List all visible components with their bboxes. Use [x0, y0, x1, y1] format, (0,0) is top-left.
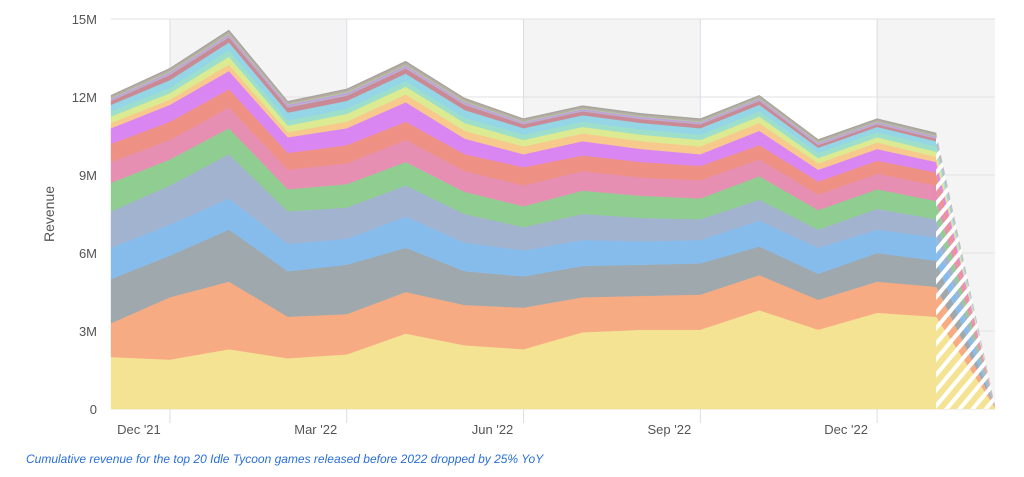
y-tick-label: 9M: [79, 168, 97, 183]
x-tick-label: Jun '22: [472, 422, 514, 437]
x-tick-label: Dec '22: [824, 422, 868, 437]
y-tick-label: 0: [90, 402, 97, 417]
projected-area-series-4: [936, 237, 995, 407]
projected-area-series-1: [936, 316, 995, 409]
chart-caption[interactable]: Cumulative revenue for the top 20 Idle T…: [26, 452, 544, 466]
projected-area-series-3: [936, 260, 995, 408]
y-tick-label: 12M: [72, 90, 97, 105]
projected-area-series-2: [936, 286, 995, 408]
area-series: [110, 29, 995, 410]
x-tick-label: Mar '22: [294, 422, 337, 437]
x-axis: Dec '21 Mar '22 Jun '22 Sep '22 Dec '22: [117, 422, 868, 437]
y-axis: 0 3M 6M 9M 12M 15M: [72, 12, 97, 417]
stacked-area-chart: 0 3M 6M 9M 12M 15M Dec '21 Mar '22 Jun '22 Sep '…: [41, 12, 995, 437]
projected-area-series-16: [936, 136, 995, 406]
projected-area-series-7: [936, 185, 995, 407]
x-tick-label: Dec '21: [117, 422, 161, 437]
projected-area-series-6: [936, 201, 995, 407]
projected-area-series-20: [936, 132, 995, 406]
projected-area-series-17: [936, 135, 995, 406]
x-tick-label: Sep '22: [647, 422, 691, 437]
projected-area-series-10: [936, 156, 995, 406]
projected-area-series-13: [936, 141, 995, 406]
y-tick-label: 3M: [79, 324, 97, 339]
y-tick-label: 6M: [79, 246, 97, 261]
projected-area-series-5: [936, 219, 995, 407]
projected-area-series-8: [936, 172, 995, 406]
projected-area-series-9: [936, 162, 995, 406]
projected-area-series-19: [936, 133, 995, 406]
y-tick-label: 15M: [72, 12, 97, 27]
y-axis-label: Revenue: [41, 186, 57, 242]
